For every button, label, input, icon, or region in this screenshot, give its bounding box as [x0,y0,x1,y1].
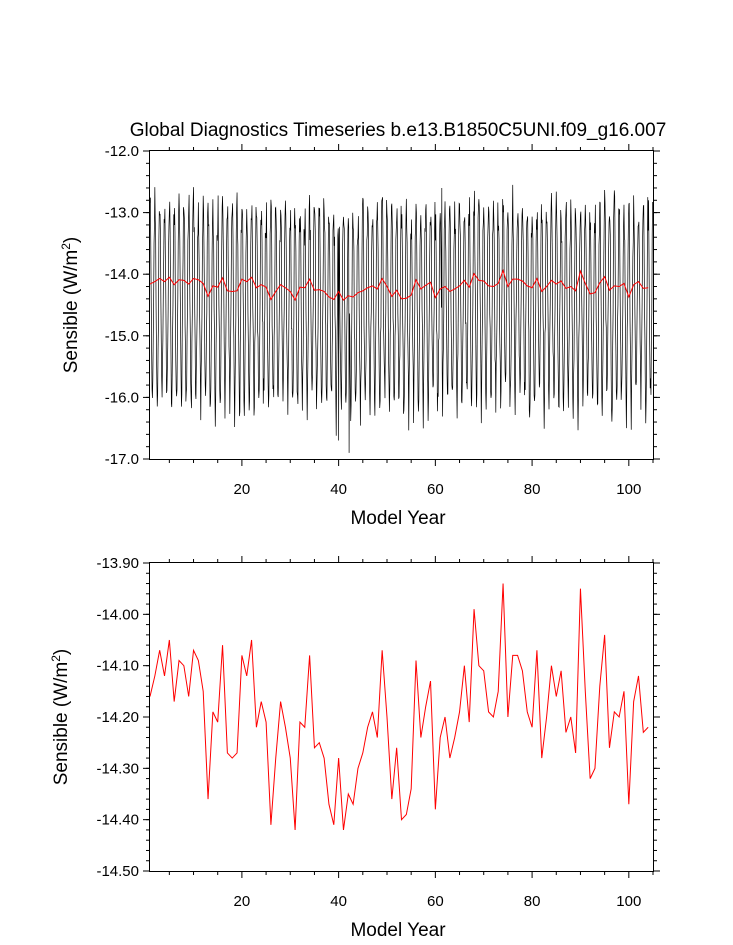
annual-mean-series-line [149,268,649,302]
y-tick-label: -14.00 [96,606,139,623]
bottom-plot-area [149,583,649,830]
y-tick-label: -14.50 [96,863,139,880]
y-tick-label: -14.20 [96,709,139,726]
top-x-axis-title: Model Year [350,508,446,529]
y-tick-label: -14.40 [96,812,139,829]
chart-title: Global Diagnostics Timeseries b.e13.B185… [130,120,667,141]
y-tick-label: -15.0 [105,328,139,345]
top-chart-panel: Global Diagnostics Timeseries b.e13.B185… [59,120,666,529]
x-tick-label: 40 [330,893,347,910]
top-plot-area [149,184,653,453]
bottom-chart-panel: -13.90 -14.00 -14.10 -14.20 -14.30 -14.40 -14.… [49,555,660,941]
x-tick-label: 100 [616,893,641,910]
annual-mean-series-line [149,583,649,830]
top-y-tick-labels: -12.0 -13.0 -14.0 -15.0 -16.0 -17.0 [105,143,139,468]
top-x-tick-labels: 20 40 60 80 100 [234,481,642,498]
bottom-plot-frame [149,562,654,872]
x-tick-label: 40 [330,481,347,498]
y-tick-label: -16.0 [105,389,139,406]
y-tick-label: -13.0 [105,205,139,222]
bottom-y-tick-labels: -13.90 -14.00 -14.10 -14.20 -14.30 -14.40 -14.… [96,555,139,880]
y-tick-label: -13.90 [96,555,139,572]
x-tick-label: 80 [524,481,541,498]
top-axis-ticks [143,144,660,466]
top-plot-frame [149,150,654,460]
y-tick-label: -12.0 [105,143,139,160]
bottom-y-axis-title: Sensible (W/m2) [49,649,72,786]
y-tick-label: -14.30 [96,760,139,777]
x-tick-label: 60 [427,481,444,498]
bottom-axis-ticks [143,556,660,878]
bottom-x-axis-title: Model Year [350,920,446,941]
y-tick-label: -14.10 [96,658,139,675]
bottom-x-tick-labels: 20 40 60 80 100 [234,893,642,910]
x-tick-label: 80 [524,893,541,910]
monthly-series-line [149,184,653,453]
x-tick-label: 20 [234,893,251,910]
y-tick-label: -17.0 [105,451,139,468]
x-tick-label: 60 [427,893,444,910]
x-tick-label: 20 [234,481,251,498]
top-y-axis-title: Sensible (W/m2) [59,237,82,374]
y-tick-label: -14.0 [105,266,139,283]
x-tick-label: 100 [616,481,641,498]
